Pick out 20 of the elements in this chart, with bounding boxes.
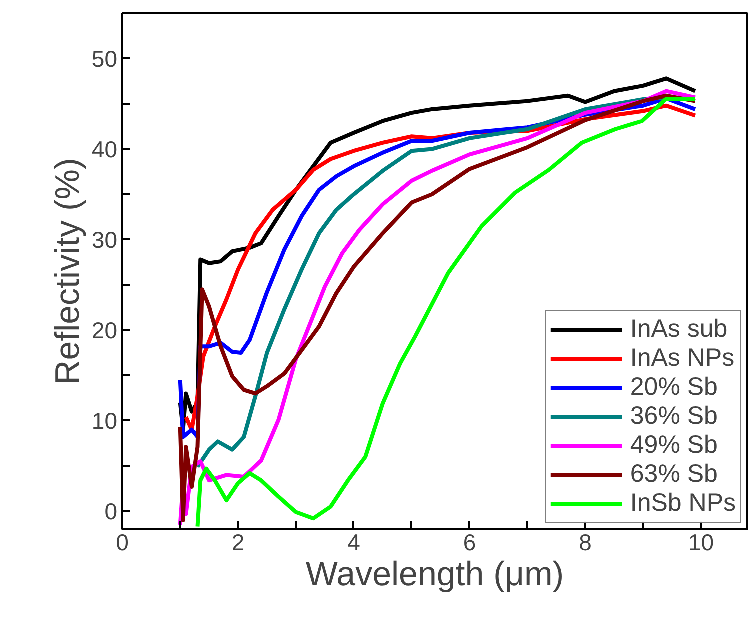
x-tick-label: 6 (463, 530, 476, 556)
legend-label: 49% Sb (630, 431, 718, 460)
legend-label: 20% Sb (630, 373, 718, 402)
x-axis-title: Wavelength (μm) (306, 556, 564, 594)
y-tick-label: 40 (92, 136, 118, 162)
x-tick-label: 2 (232, 530, 245, 556)
y-tick-label: 30 (92, 226, 118, 253)
x-tick-label: 10 (688, 530, 714, 556)
legend-label: 63% Sb (630, 460, 718, 489)
legend-label: InSb NPs (630, 489, 736, 518)
y-tick-label: 50 (92, 46, 118, 72)
x-tick-label: 8 (579, 530, 592, 556)
legend-label: 36% Sb (630, 402, 718, 431)
legend-label: InAs sub (630, 315, 728, 344)
y-axis-title: Reflectivity (%) (48, 158, 87, 385)
legend-label: InAs NPs (630, 344, 735, 373)
y-tick-label: 0 (104, 498, 118, 524)
y-tick-label: 20 (92, 317, 118, 344)
y-tick-label: 10 (92, 408, 118, 434)
x-tick-label: 4 (348, 530, 361, 556)
